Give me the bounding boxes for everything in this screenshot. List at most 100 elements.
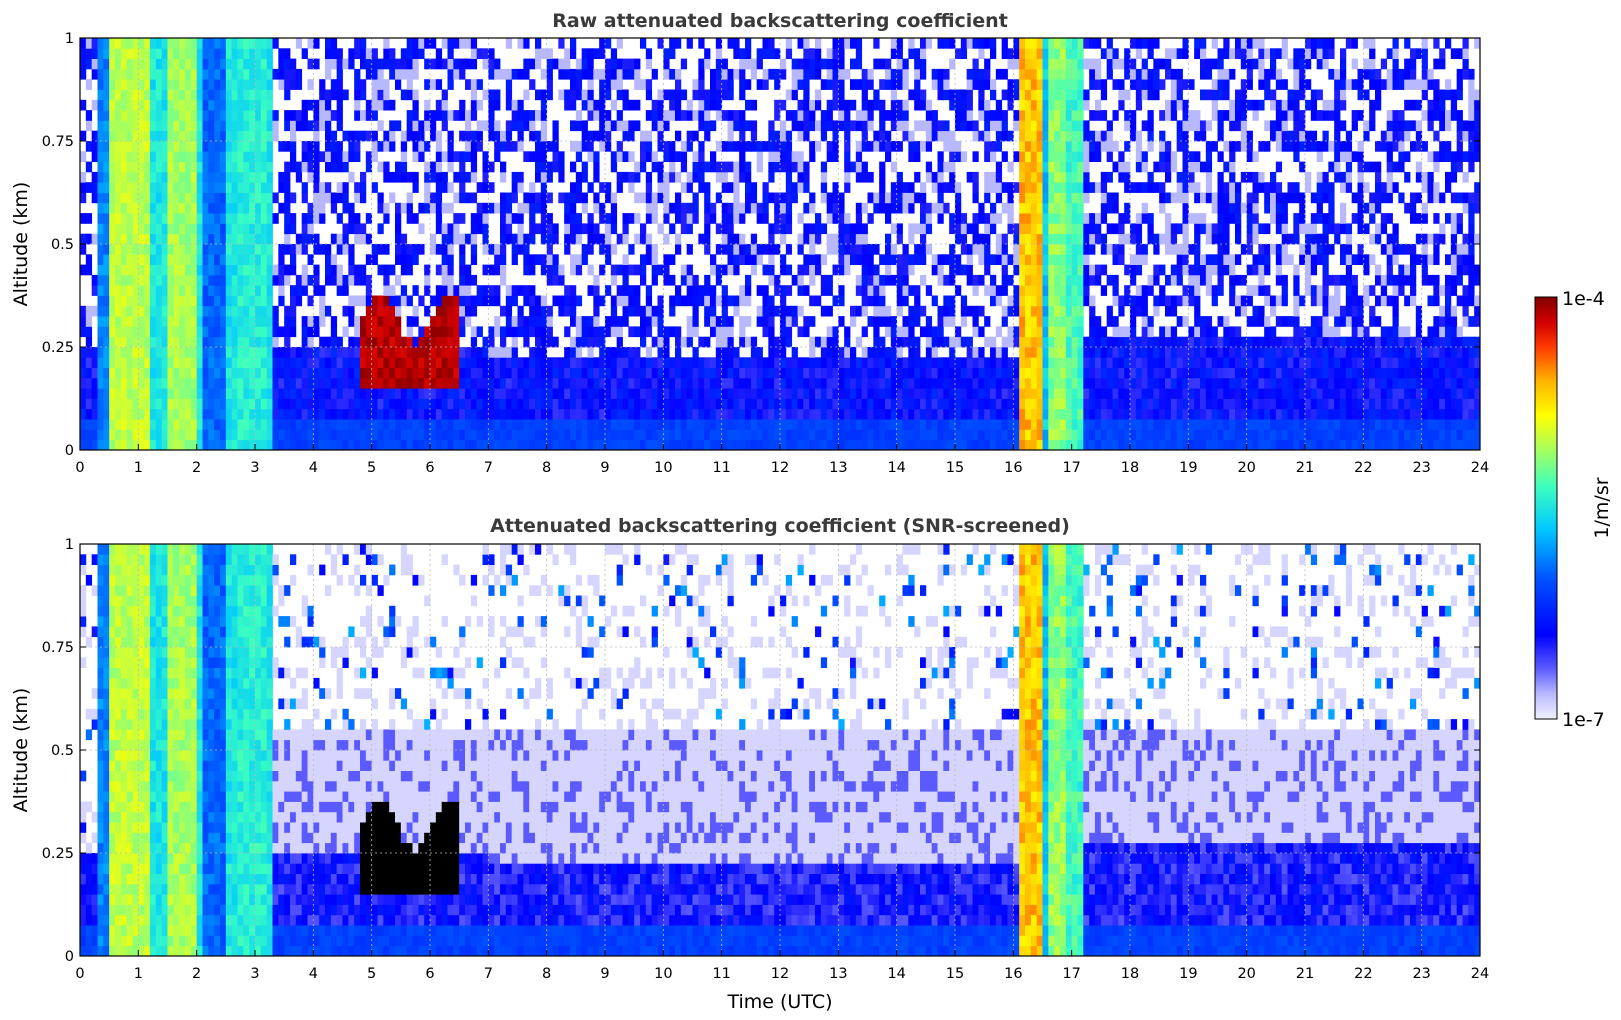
heatmap-cell xyxy=(126,130,133,142)
heatmap-cell xyxy=(529,182,536,193)
heatmap-cell xyxy=(354,213,361,224)
heatmap-cell xyxy=(155,213,163,224)
heatmap-cell xyxy=(546,68,553,80)
heatmap-cell xyxy=(360,439,367,451)
heatmap-cell xyxy=(820,357,828,368)
heatmap-cell xyxy=(634,419,641,430)
heatmap-cell xyxy=(284,326,291,338)
heatmap-cell xyxy=(931,388,938,399)
heatmap-cell xyxy=(330,233,338,245)
heatmap-cell xyxy=(739,295,746,307)
heatmap-cell xyxy=(196,388,203,399)
heatmap-cell xyxy=(570,192,577,204)
heatmap-cell xyxy=(1030,285,1038,296)
heatmap-cell xyxy=(680,429,688,441)
heatmap-cell xyxy=(698,120,705,132)
heatmap-cell xyxy=(931,367,938,379)
heatmap-cell xyxy=(733,419,740,430)
heatmap-cell xyxy=(715,357,723,368)
heatmap-cell xyxy=(424,202,431,214)
heatmap-cell xyxy=(220,130,227,142)
heatmap-cell xyxy=(208,274,215,286)
heatmap-cell xyxy=(412,182,419,193)
heatmap-cell xyxy=(546,48,553,59)
heatmap-cell xyxy=(266,110,273,121)
heatmap-cell xyxy=(260,254,268,265)
heatmap-cell xyxy=(564,377,571,389)
heatmap-cell xyxy=(441,120,448,132)
heatmap-cell xyxy=(115,408,122,420)
heatmap-cell xyxy=(196,244,203,255)
heatmap-cell xyxy=(488,110,495,121)
heatmap-cell xyxy=(266,408,273,420)
heatmap-cell xyxy=(721,316,728,327)
heatmap-cell xyxy=(307,439,314,451)
heatmap-cell xyxy=(418,202,425,214)
heatmap-cell xyxy=(645,429,653,441)
heatmap-cell xyxy=(179,192,186,204)
heatmap-cell xyxy=(132,316,139,327)
heatmap-cell xyxy=(628,244,635,255)
heatmap-cell xyxy=(902,398,909,410)
heatmap-cell xyxy=(126,439,133,451)
heatmap-cell xyxy=(155,161,163,173)
heatmap-cell xyxy=(1019,305,1026,317)
heatmap-cell xyxy=(161,285,168,296)
heatmap-cell xyxy=(791,68,798,80)
heatmap-cell xyxy=(978,202,985,214)
heatmap-cell xyxy=(698,38,705,49)
heatmap-cell xyxy=(97,367,104,379)
heatmap-cell xyxy=(97,326,104,338)
heatmap-cell xyxy=(1030,89,1038,101)
heatmap-cell xyxy=(342,274,349,286)
heatmap-cell xyxy=(704,388,711,399)
heatmap-cell xyxy=(336,182,343,193)
heatmap-cell xyxy=(453,347,460,358)
heatmap-cell xyxy=(920,68,927,80)
heatmap-cell xyxy=(1036,264,1043,276)
heatmap-cell xyxy=(955,233,962,245)
heatmap-cell xyxy=(284,357,291,368)
heatmap-cell xyxy=(797,233,804,245)
heatmap-cell xyxy=(867,419,874,430)
heatmap-cell xyxy=(803,439,810,451)
heatmap-cell xyxy=(826,110,833,121)
heatmap-cell xyxy=(558,264,565,276)
heatmap-cell xyxy=(260,110,268,121)
heatmap-cell xyxy=(400,377,408,389)
heatmap-cell xyxy=(780,58,787,70)
heatmap-cell xyxy=(675,347,682,358)
heatmap-cell xyxy=(558,58,565,70)
heatmap-cell xyxy=(931,254,938,265)
heatmap-cell xyxy=(628,68,635,80)
heatmap-cell xyxy=(348,130,355,142)
heatmap-cell xyxy=(447,110,454,121)
heatmap-cell xyxy=(780,202,787,214)
heatmap-cell xyxy=(902,68,909,80)
heatmap-cell xyxy=(622,295,629,307)
heatmap-cell xyxy=(150,408,157,420)
heatmap-cell xyxy=(680,58,688,70)
heatmap-cell xyxy=(266,419,273,430)
heatmap-cell xyxy=(1001,419,1008,430)
heatmap-cell xyxy=(424,274,431,286)
heatmap-cell xyxy=(657,161,664,173)
heatmap-cell xyxy=(517,285,524,296)
heatmap-cell xyxy=(185,347,192,358)
heatmap-cell xyxy=(885,388,892,399)
heatmap-cell xyxy=(103,254,110,265)
heatmap-cell xyxy=(360,347,367,358)
heatmap-cell xyxy=(336,367,343,379)
heatmap-cell xyxy=(552,336,559,348)
heatmap-cell xyxy=(896,439,903,451)
heatmap-cell xyxy=(488,48,495,59)
panel-raw: Raw attenuated backscattering coefficien… xyxy=(10,10,1489,476)
heatmap-cell xyxy=(348,244,355,255)
heatmap-cell xyxy=(960,110,968,121)
heatmap-cell xyxy=(890,244,898,255)
heatmap-cell xyxy=(97,419,104,430)
heatmap-cell xyxy=(80,419,87,430)
heatmap-cell xyxy=(371,367,378,379)
heatmap-cell xyxy=(966,171,973,183)
heatmap-cell xyxy=(546,233,553,245)
